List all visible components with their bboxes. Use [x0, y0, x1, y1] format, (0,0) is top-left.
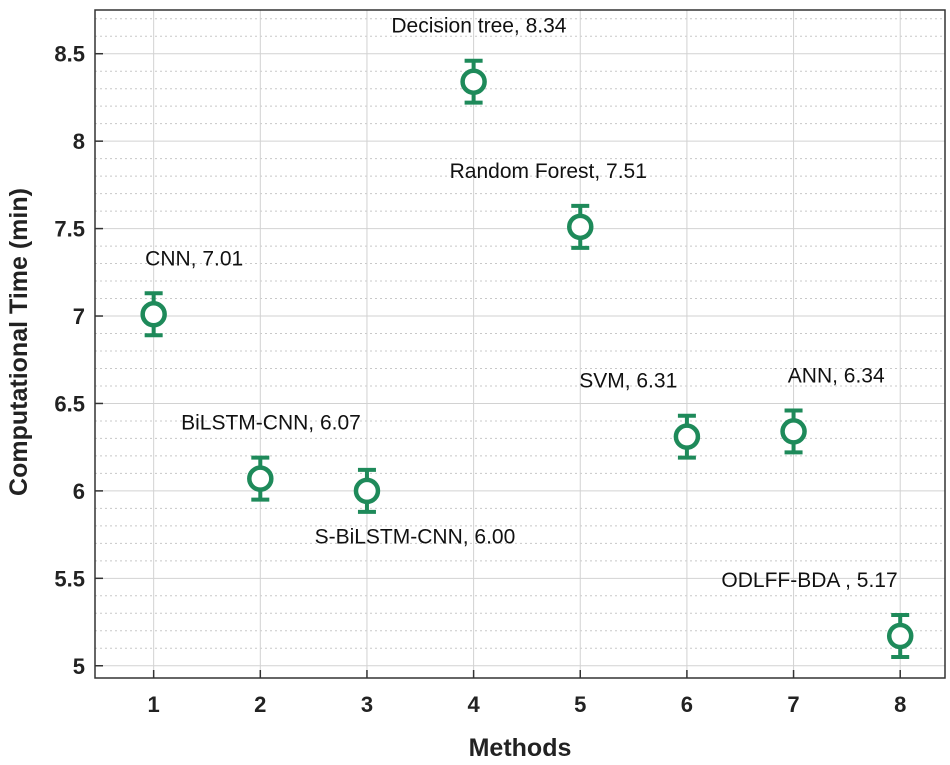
x-tick-label: 3 — [361, 692, 373, 717]
minor-gridlines — [95, 18, 945, 649]
x-axis-ticks: 1 2 3 4 5 6 7 8 — [148, 670, 906, 717]
y-axis-title: Computational Time (min) — [5, 188, 33, 496]
y-tick-label: 5 — [73, 654, 85, 679]
plot-background — [95, 10, 945, 678]
data-point-marker — [780, 418, 807, 445]
y-tick-label: 6 — [73, 479, 85, 504]
x-tick-label: 7 — [787, 692, 799, 717]
major-gridlines — [95, 10, 945, 678]
y-tick-label: 8 — [73, 129, 85, 154]
data-point-marker — [567, 213, 594, 241]
y-tick-label: 8.5 — [54, 42, 85, 67]
data-point-marker — [886, 622, 914, 650]
y-tick-label: 7 — [73, 304, 85, 329]
data-annotations: CNN, 7.01 BiLSTM-CNN, 6.07 S-BiLSTM-CNN, 6… — [145, 15, 898, 592]
x-tick-label: 8 — [894, 692, 906, 717]
x-tick-label: 6 — [681, 692, 693, 717]
y-tick-label: 6.5 — [54, 391, 85, 416]
data-point-marker — [673, 423, 701, 450]
data-point-marker — [460, 68, 487, 95]
data-point-marker — [353, 477, 381, 505]
data-point-marker — [140, 301, 167, 328]
x-tick-label: 1 — [148, 692, 160, 717]
plot-frame — [94, 9, 946, 679]
x-tick-label: 2 — [254, 692, 266, 717]
data-point-label: BiLSTM-CNN, 6.07 — [181, 412, 361, 435]
data-point-label: Decision tree, 8.34 — [391, 15, 566, 38]
y-axis-ticks: 5 5.5 6 6.5 7 7.5 8 8.5 — [54, 42, 103, 679]
data-point-label: SVM, 6.31 — [579, 370, 677, 393]
y-tick-label: 5.5 — [54, 566, 85, 591]
data-point-label: Random Forest, 7.51 — [450, 160, 647, 183]
x-tick-label: 4 — [467, 692, 480, 717]
x-tick-label: 5 — [574, 692, 586, 717]
y-tick-label: 7.5 — [54, 217, 85, 242]
data-point-label: CNN, 7.01 — [145, 247, 243, 270]
data-point-marker — [247, 465, 274, 492]
data-point-label: ANN, 6.34 — [788, 364, 885, 387]
data-point-label: ODLFF-BDA , 5.17 — [721, 569, 897, 592]
data-markers — [140, 68, 914, 650]
data-point-label: S-BiLSTM-CNN, 6.00 — [315, 525, 516, 548]
x-axis-title: Methods — [469, 734, 572, 762]
